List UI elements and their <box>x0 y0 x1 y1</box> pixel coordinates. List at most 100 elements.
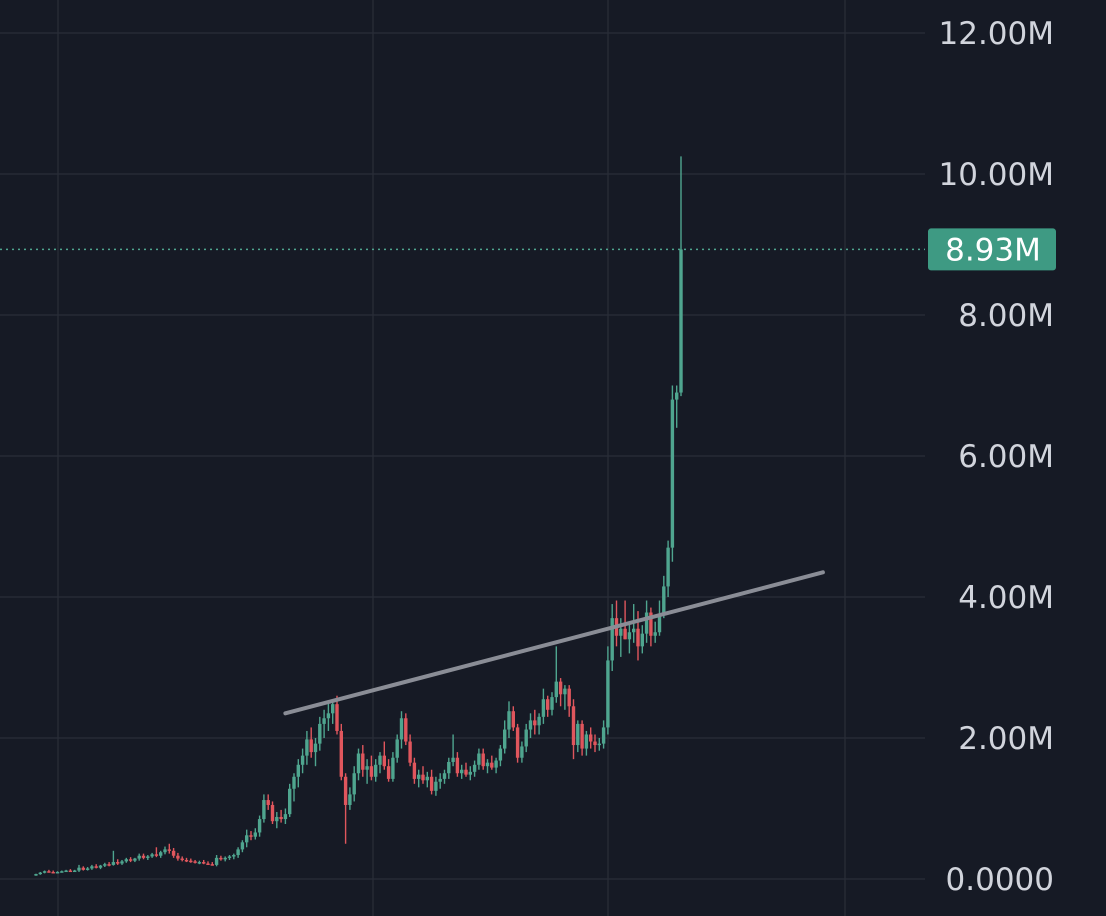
candle[interactable] <box>236 847 240 858</box>
candle[interactable] <box>339 723 343 781</box>
candle[interactable] <box>180 856 184 862</box>
candle[interactable] <box>326 702 331 731</box>
candle[interactable] <box>361 745 365 777</box>
candle[interactable] <box>391 752 395 782</box>
candle[interactable] <box>55 871 60 874</box>
candle[interactable] <box>331 699 335 724</box>
candle[interactable] <box>141 853 146 860</box>
candle[interactable] <box>541 688 546 724</box>
candle[interactable] <box>81 866 85 871</box>
candle[interactable] <box>279 809 283 823</box>
candle[interactable] <box>481 748 485 770</box>
candle[interactable] <box>176 852 180 861</box>
candle[interactable] <box>563 685 567 710</box>
candle[interactable] <box>404 713 408 746</box>
candle[interactable] <box>47 869 51 873</box>
candle[interactable] <box>283 808 288 825</box>
candle[interactable] <box>644 600 649 643</box>
candle[interactable] <box>159 850 163 858</box>
candle[interactable] <box>94 864 98 869</box>
candle[interactable] <box>154 847 159 858</box>
candle[interactable] <box>348 787 352 810</box>
candle[interactable] <box>472 760 477 777</box>
candle[interactable] <box>571 699 576 760</box>
candle[interactable] <box>623 600 627 640</box>
trendline-layer[interactable] <box>283 570 825 716</box>
candle[interactable] <box>546 695 550 717</box>
candle[interactable] <box>206 861 210 865</box>
candle[interactable] <box>640 625 644 654</box>
candle[interactable] <box>460 764 464 779</box>
candle[interactable] <box>270 801 275 825</box>
candle[interactable] <box>300 748 305 774</box>
candle[interactable] <box>309 727 313 758</box>
candle[interactable] <box>210 862 214 866</box>
candle[interactable] <box>167 843 171 854</box>
candle[interactable] <box>382 741 386 770</box>
price-axis[interactable]: 0.0000 2.00M 4.00M 6.00M 8.00M 10.00M 12.00M <box>939 16 1055 898</box>
candle[interactable] <box>34 873 38 876</box>
candle[interactable] <box>490 755 494 770</box>
candle[interactable] <box>335 695 339 735</box>
candle[interactable] <box>305 730 309 765</box>
candle[interactable] <box>124 857 128 863</box>
candle[interactable] <box>356 748 361 781</box>
candle[interactable] <box>262 794 266 823</box>
candle[interactable] <box>245 829 249 848</box>
candle[interactable] <box>103 862 107 868</box>
candle[interactable] <box>657 600 662 636</box>
candle[interactable] <box>369 755 374 781</box>
candle[interactable] <box>275 812 279 829</box>
candle[interactable] <box>576 720 580 753</box>
candle[interactable] <box>38 871 42 875</box>
trendline[interactable] <box>283 570 825 716</box>
candle[interactable] <box>197 860 202 865</box>
candle[interactable] <box>597 738 601 751</box>
candle[interactable] <box>662 575 666 619</box>
candle[interactable] <box>679 156 683 397</box>
candle[interactable] <box>378 752 382 774</box>
candle[interactable] <box>524 723 528 753</box>
candle[interactable] <box>589 727 593 749</box>
candle[interactable] <box>85 867 90 871</box>
candle[interactable] <box>507 701 511 738</box>
candle[interactable] <box>434 776 438 796</box>
candle[interactable] <box>253 828 257 840</box>
candle[interactable] <box>447 757 451 779</box>
candle[interactable] <box>128 857 133 863</box>
candle[interactable] <box>214 855 219 867</box>
candle[interactable] <box>292 773 296 802</box>
candle[interactable] <box>425 771 429 788</box>
candle[interactable] <box>365 759 369 784</box>
candle[interactable] <box>649 607 653 647</box>
candle[interactable] <box>111 850 116 866</box>
candle[interactable] <box>352 766 356 802</box>
candle[interactable] <box>533 709 537 735</box>
candle[interactable] <box>288 783 292 817</box>
candle[interactable] <box>653 621 657 643</box>
candle[interactable] <box>494 757 498 774</box>
candle[interactable] <box>184 857 189 863</box>
candle[interactable] <box>464 762 468 777</box>
candle[interactable] <box>77 864 81 872</box>
candle[interactable] <box>503 720 507 754</box>
candle[interactable] <box>412 757 417 784</box>
candle[interactable] <box>322 709 326 738</box>
candle[interactable] <box>408 734 412 767</box>
candle[interactable] <box>42 870 47 874</box>
candle[interactable] <box>485 759 490 774</box>
candle[interactable] <box>146 855 150 860</box>
candle[interactable] <box>666 540 670 597</box>
candle[interactable] <box>343 773 348 844</box>
candle[interactable] <box>386 759 391 782</box>
candle[interactable] <box>227 855 232 860</box>
candle[interactable] <box>421 766 425 784</box>
candle[interactable] <box>249 831 253 841</box>
candle[interactable] <box>296 759 300 788</box>
candle[interactable] <box>558 678 563 707</box>
candle[interactable] <box>584 730 589 756</box>
candle[interactable] <box>64 869 68 873</box>
candle[interactable] <box>171 847 176 858</box>
candle[interactable] <box>232 853 236 860</box>
